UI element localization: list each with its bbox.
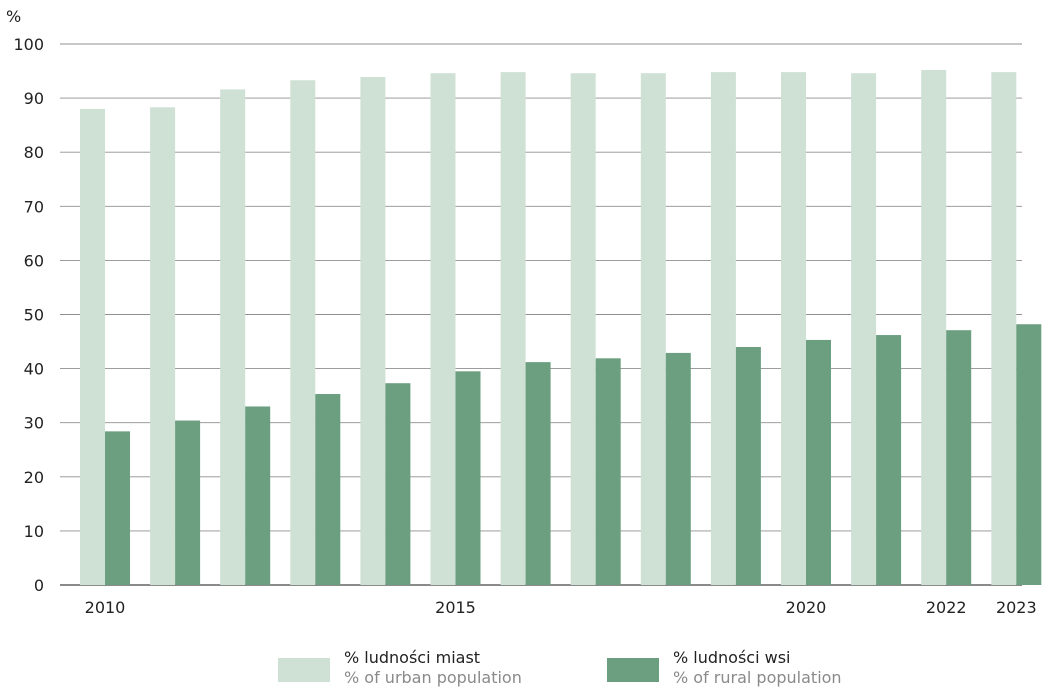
bar-urban — [430, 73, 456, 586]
bar-rural — [806, 339, 831, 585]
y-tick-label: 10 — [24, 522, 44, 541]
y-tick-label: 100 — [13, 35, 44, 54]
y-tick-label: 30 — [24, 414, 44, 433]
y-tick-label: 60 — [24, 251, 44, 270]
bar-urban — [991, 72, 1017, 585]
bar-rural — [245, 406, 271, 585]
y-tick-label: 70 — [24, 197, 44, 216]
bar-rural — [455, 371, 481, 585]
bar-urban — [570, 73, 596, 586]
bar-urban — [921, 69, 947, 585]
bar-rural — [946, 330, 972, 585]
bar-urban — [710, 72, 736, 585]
legend-swatch-urban — [278, 658, 330, 682]
bar-rural — [385, 383, 411, 585]
x-tick-labels: 2010 2015 2020 2022 2023 — [85, 598, 1037, 617]
bar-urban — [80, 108, 105, 586]
bar-rural — [876, 335, 902, 585]
y-tick-label: 80 — [24, 143, 44, 162]
bar-rural — [735, 346, 761, 585]
bar-urban — [360, 77, 386, 585]
y-tick-label: 20 — [24, 468, 44, 487]
x-tick-label: 2020 — [786, 598, 827, 617]
bar-urban — [290, 80, 316, 585]
y-tick-label: 0 — [34, 576, 44, 595]
bar-urban — [220, 89, 246, 585]
bar-rural — [175, 420, 201, 585]
bar-urban — [781, 72, 806, 585]
y-axis-label: % — [6, 7, 21, 26]
bar-rural — [315, 394, 341, 585]
y-tick-label: 40 — [24, 360, 44, 379]
bar-urban — [851, 73, 877, 586]
bar-urban — [640, 73, 666, 586]
x-tick-label: 2022 — [926, 598, 967, 617]
y-tick-label: 90 — [24, 89, 44, 108]
x-tick-label: 2015 — [435, 598, 476, 617]
legend-item-urban: % ludności miast % of urban population — [278, 648, 558, 693]
x-tick-label: 2023 — [996, 598, 1037, 617]
bars — [80, 69, 1042, 586]
bar-rural — [1016, 324, 1042, 585]
legend-label-rural-en: % of rural population — [673, 668, 842, 687]
x-tick-label: 2010 — [85, 598, 126, 617]
bar-rural — [665, 352, 691, 585]
legend-label-urban-en: % of urban population — [344, 668, 522, 687]
bar-urban — [500, 72, 526, 585]
legend-item-rural: % ludności wsi % of rural population — [607, 648, 887, 693]
bar-rural — [525, 362, 551, 585]
bar-rural — [595, 358, 621, 585]
y-tick-label: 50 — [24, 306, 44, 325]
bar-urban — [150, 107, 176, 585]
legend-swatch-rural — [607, 658, 659, 682]
legend-label-urban: % ludności miast — [344, 648, 481, 667]
bar-rural — [105, 431, 130, 585]
y-tick-labels: 0 10 20 30 40 50 60 70 80 90 100 — [13, 35, 44, 595]
legend-label-rural: % ludności wsi — [673, 648, 791, 667]
